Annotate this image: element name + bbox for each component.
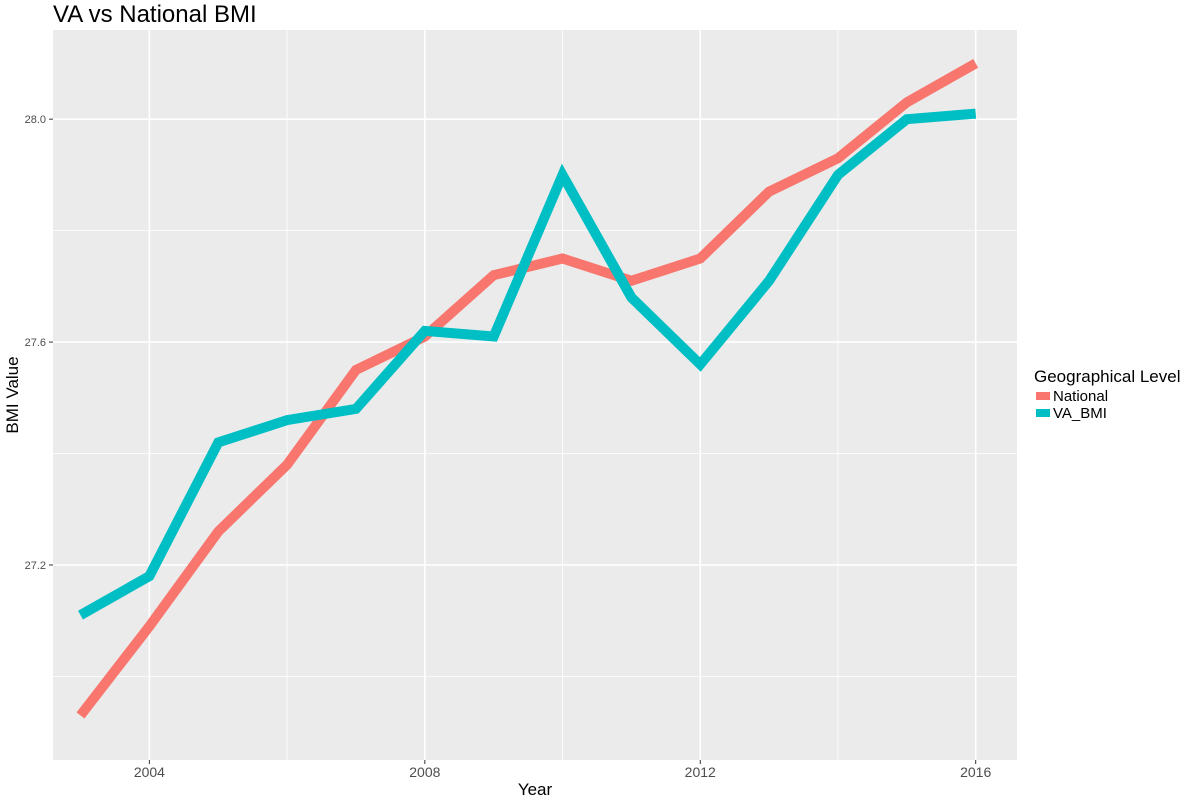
x-tick-label: 2008 [409, 764, 440, 780]
legend-label: National [1053, 388, 1108, 405]
y-tick-label: 28.0 [25, 114, 46, 126]
y-axis-title: BMI Value [3, 356, 22, 433]
y-tick-label: 27.6 [25, 337, 46, 349]
chart-title: VA vs National BMI [53, 1, 257, 28]
plot-panel [53, 30, 1017, 760]
x-tick-label: 2012 [685, 764, 716, 780]
x-axis-title: Year [518, 780, 553, 799]
series-lines [76, 59, 979, 719]
series-line-va-bmi [78, 108, 977, 620]
y-axis: 27.2 27.6 28.0 [25, 114, 53, 572]
major-gridlines [53, 30, 1017, 760]
x-tick-label: 2016 [960, 764, 991, 780]
x-tick-label: 2004 [134, 764, 165, 780]
legend-label: VA_BMI [1053, 405, 1107, 422]
y-tick-label: 27.2 [25, 560, 46, 572]
x-axis: 2004 2008 2012 2016 [134, 760, 991, 780]
legend-title: Geographical Level [1034, 367, 1180, 386]
